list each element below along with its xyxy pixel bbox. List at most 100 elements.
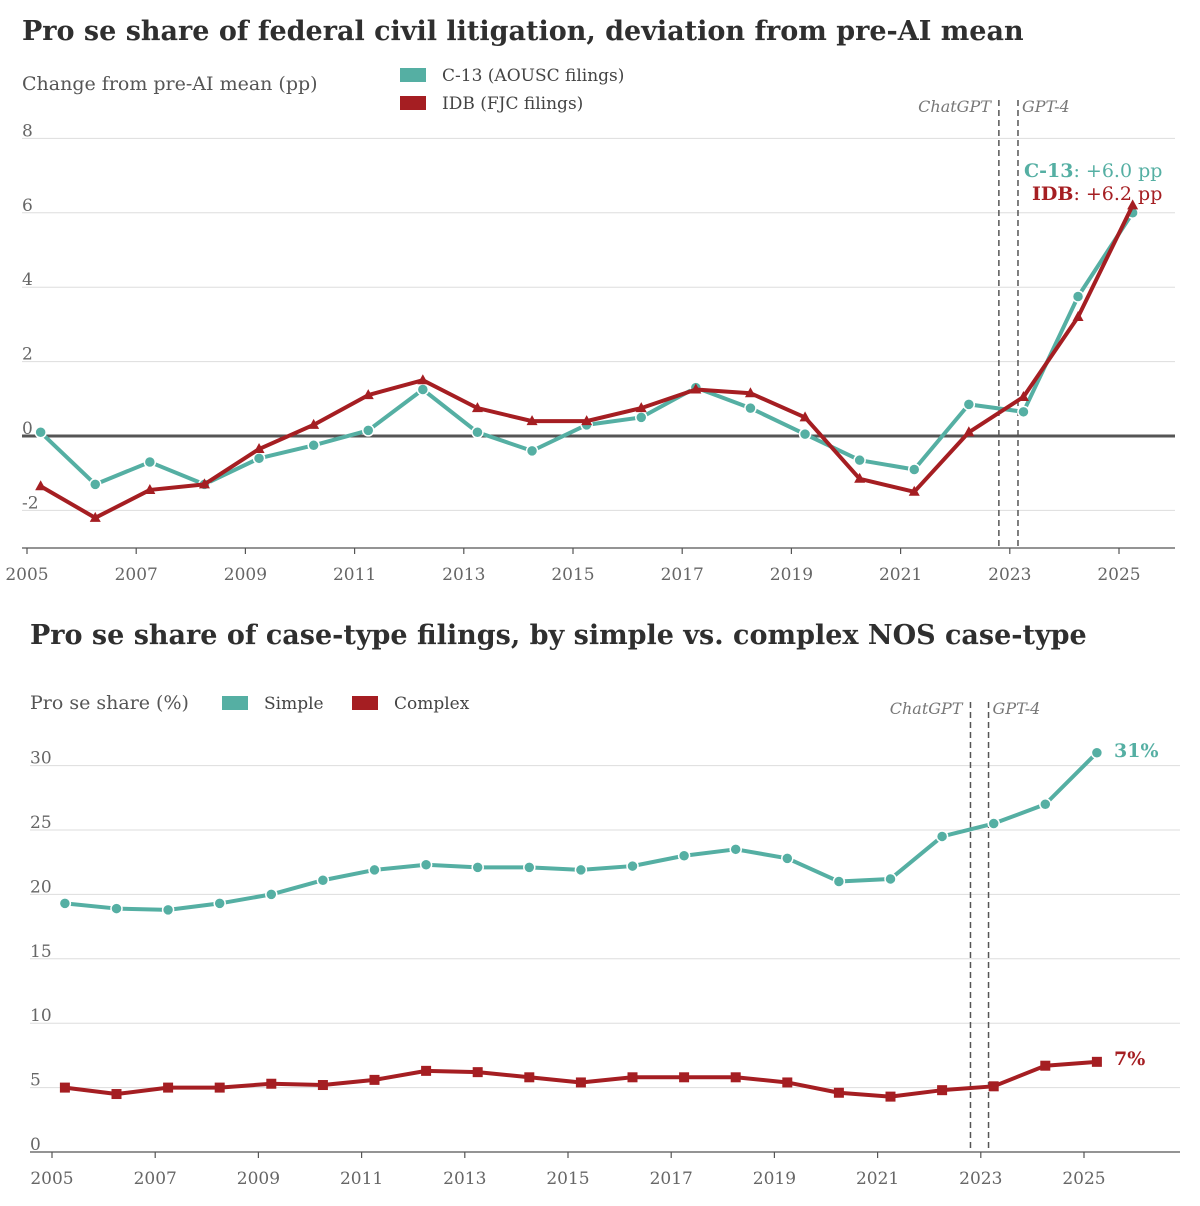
data-point xyxy=(143,455,157,469)
data-point xyxy=(421,1065,432,1076)
x-axis: 2005 2007 2009 2011 2013 2015 2017 2019 2021 2023… xyxy=(30,1151,1180,1189)
data-point xyxy=(110,902,123,915)
data-point xyxy=(885,1091,896,1102)
data-point xyxy=(34,426,47,439)
data-point xyxy=(1040,1060,1051,1071)
series-layer xyxy=(58,746,1104,1102)
data-point xyxy=(307,439,320,452)
x-tick-label: 2019 xyxy=(770,565,813,585)
x-tick-label: 2023 xyxy=(988,565,1031,585)
data-point xyxy=(472,1067,483,1078)
data-point xyxy=(317,1080,328,1091)
legend-swatch xyxy=(400,68,426,82)
y-tick-label: 2 xyxy=(22,345,33,365)
y-tick-label: 8 xyxy=(22,121,33,141)
y-tick-label: 6 xyxy=(22,196,33,216)
y-tick-label: 25 xyxy=(30,813,52,833)
data-point xyxy=(161,903,175,917)
data-point xyxy=(799,411,811,422)
data-point xyxy=(574,863,588,877)
x-tick-label: 2011 xyxy=(340,1169,383,1189)
data-point xyxy=(362,389,374,400)
x-tick-label: 2019 xyxy=(753,1169,796,1189)
data-point xyxy=(471,861,484,874)
data-point xyxy=(884,872,897,886)
legend-label: IDB (FJC filings) xyxy=(442,94,583,114)
deviation-chart: 8 6 4 2 0 -2 Change from pre-AI mean (pp) C-1… xyxy=(5,66,1175,585)
legend-swatch xyxy=(400,96,426,110)
data-point xyxy=(368,863,381,877)
event-label-gpt-4: GPT-4 xyxy=(993,699,1041,718)
y-tick-label: -2 xyxy=(22,493,39,513)
data-point xyxy=(89,511,101,522)
end-label-idb-value: : +6.2 pp xyxy=(1073,183,1162,205)
data-point xyxy=(853,453,866,467)
legend-label: C-13 (AOUSC filings) xyxy=(442,66,624,86)
data-point xyxy=(111,1089,122,1100)
data-point xyxy=(908,485,920,496)
legend-swatch xyxy=(352,696,378,710)
legend: Simple Complex xyxy=(222,694,470,714)
event-label-chatgpt: ChatGPT xyxy=(918,97,992,116)
data-point xyxy=(935,830,949,843)
x-tick-label: 2017 xyxy=(661,565,704,585)
end-label-c13: C-13: +6.0 pp xyxy=(1024,160,1162,182)
x-tick-label: 2005 xyxy=(30,1169,73,1189)
x-tick-label: 2015 xyxy=(551,565,594,585)
data-point xyxy=(369,1074,380,1085)
data-point xyxy=(833,1087,844,1098)
grid-lines: 30 25 20 15 10 5 0 xyxy=(30,749,1180,1155)
x-tick-label: 2025 xyxy=(1062,1169,1105,1189)
y-tick-label: 0 xyxy=(30,1135,41,1155)
x-tick-label: 2009 xyxy=(237,1169,280,1189)
y-axis-label: Change from pre-AI mean (pp) xyxy=(22,73,318,95)
data-point xyxy=(690,383,702,394)
data-point xyxy=(214,1082,225,1093)
data-point xyxy=(782,1077,793,1088)
data-point xyxy=(471,426,484,439)
data-point xyxy=(581,415,593,426)
y-tick-label: 4 xyxy=(22,270,33,290)
data-point xyxy=(1127,199,1139,210)
data-point xyxy=(89,478,102,491)
y-tick-label: 20 xyxy=(30,877,52,897)
data-point xyxy=(987,817,1000,830)
x-tick-label: 2005 xyxy=(5,565,48,585)
end-labels: 31% 7% xyxy=(1114,740,1159,1070)
data-point xyxy=(626,859,639,873)
event-markers: ChatGPT GPT-4 xyxy=(918,97,1070,548)
event-markers: ChatGPT GPT-4 xyxy=(890,699,1041,1152)
end-label-simple: 31% xyxy=(1114,740,1159,762)
data-point xyxy=(58,897,72,910)
x-tick-label: 2009 xyxy=(224,565,267,585)
event-label-chatgpt: ChatGPT xyxy=(890,699,964,718)
end-label-c13-value: : +6.0 pp xyxy=(1073,160,1162,182)
data-point xyxy=(471,402,483,413)
data-point xyxy=(744,401,757,415)
data-point xyxy=(525,444,539,458)
x-tick-label: 2007 xyxy=(115,565,158,585)
data-point xyxy=(526,415,538,426)
data-point xyxy=(1039,797,1052,811)
data-point xyxy=(253,443,265,454)
data-point xyxy=(1090,746,1104,759)
data-point xyxy=(362,424,375,437)
data-point xyxy=(419,858,433,872)
data-point xyxy=(1072,310,1084,321)
data-point xyxy=(198,478,210,489)
data-point xyxy=(417,374,429,385)
x-tick-label: 2017 xyxy=(650,1169,693,1189)
end-label-idb-name: IDB xyxy=(1032,183,1073,205)
data-point xyxy=(524,1072,535,1083)
x-tick-label: 2023 xyxy=(959,1169,1002,1189)
data-point xyxy=(635,402,647,413)
data-point xyxy=(316,873,330,887)
data-point xyxy=(35,480,47,491)
data-point xyxy=(1091,1056,1102,1067)
data-point xyxy=(163,1082,174,1093)
data-point xyxy=(265,888,278,901)
data-point xyxy=(832,875,846,888)
y-tick-label: 30 xyxy=(30,749,52,769)
legend-label: Complex xyxy=(394,694,470,714)
